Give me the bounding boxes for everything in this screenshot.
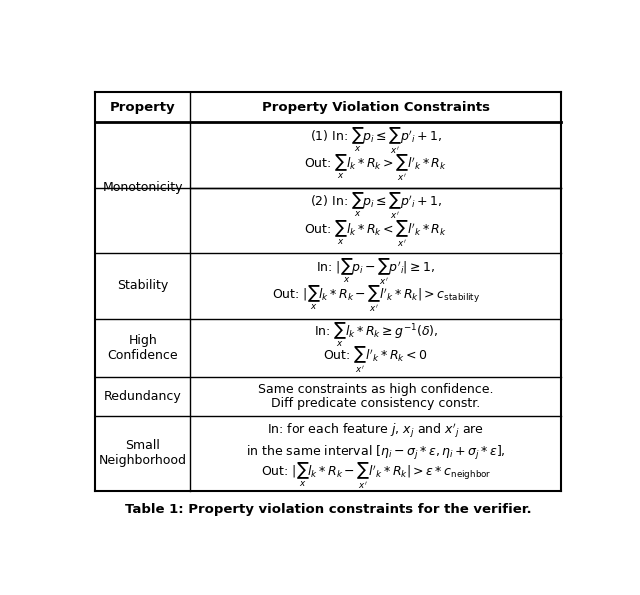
Text: $(2)$ In: $\sum_x p_i \leq \sum_{x'} p'_i + 1,$: $(2)$ In: $\sum_x p_i \leq \sum_{x'} p'_… — [310, 190, 442, 221]
Text: Out: $\sum_x l_k * R_k > \sum_{x'} l'_k * R_k$: Out: $\sum_x l_k * R_k > \sum_{x'} l'_k … — [304, 153, 447, 183]
Text: in the same interval $[\eta_i - \sigma_j * \epsilon, \eta_i + \sigma_j * \epsilo: in the same interval $[\eta_i - \sigma_j… — [246, 444, 506, 462]
Text: Out: $|\sum_x l_k * R_k - \sum_{x'} l'_k * R_k| > \epsilon * c_{\mathrm{neighbor: Out: $|\sum_x l_k * R_k - \sum_{x'} l'_k… — [260, 461, 491, 491]
Text: Diff predicate consistency constr.: Diff predicate consistency constr. — [271, 397, 481, 410]
Text: Out: $\sum_x l_k * R_k < \sum_{x'} l'_k * R_k$: Out: $\sum_x l_k * R_k < \sum_{x'} l'_k … — [304, 218, 447, 249]
Text: In: $|\sum_x p_i - \sum_{x'} p'_i| \geq 1,$: In: $|\sum_x p_i - \sum_{x'} p'_i| \geq … — [316, 256, 435, 287]
Text: In: $\sum_x l_k * R_k \geq g^{-1}(\delta),$: In: $\sum_x l_k * R_k \geq g^{-1}(\delta… — [314, 321, 438, 349]
Text: Stability: Stability — [117, 280, 168, 293]
Text: Table 1: Property violation constraints for the verifier.: Table 1: Property violation constraints … — [125, 503, 531, 516]
Text: Out: $|\sum_x l_k * R_k - \sum_{x'} l'_k * R_k| > c_{\mathrm{stability}}$: Out: $|\sum_x l_k * R_k - \sum_{x'} l'_k… — [271, 284, 480, 314]
Text: High
Confidence: High Confidence — [108, 334, 178, 362]
Text: $(1)$ In: $\sum_x p_i \leq \sum_{x'} p'_i + 1,$: $(1)$ In: $\sum_x p_i \leq \sum_{x'} p'_… — [310, 125, 442, 156]
Text: Monotonicity: Monotonicity — [102, 181, 183, 194]
Text: Same constraints as high confidence.: Same constraints as high confidence. — [258, 383, 493, 396]
Text: Redundancy: Redundancy — [104, 390, 182, 403]
Text: In: for each feature $j$, $x_j$ and $x'_j$ are: In: for each feature $j$, $x_j$ and $x'_… — [268, 422, 484, 440]
Text: Property: Property — [110, 101, 175, 114]
Text: Out: $\sum_{x'} l'_k * R_k < 0$: Out: $\sum_{x'} l'_k * R_k < 0$ — [323, 345, 428, 375]
Text: Property Violation Constraints: Property Violation Constraints — [262, 101, 490, 114]
Text: Small
Neighborhood: Small Neighborhood — [99, 439, 187, 468]
